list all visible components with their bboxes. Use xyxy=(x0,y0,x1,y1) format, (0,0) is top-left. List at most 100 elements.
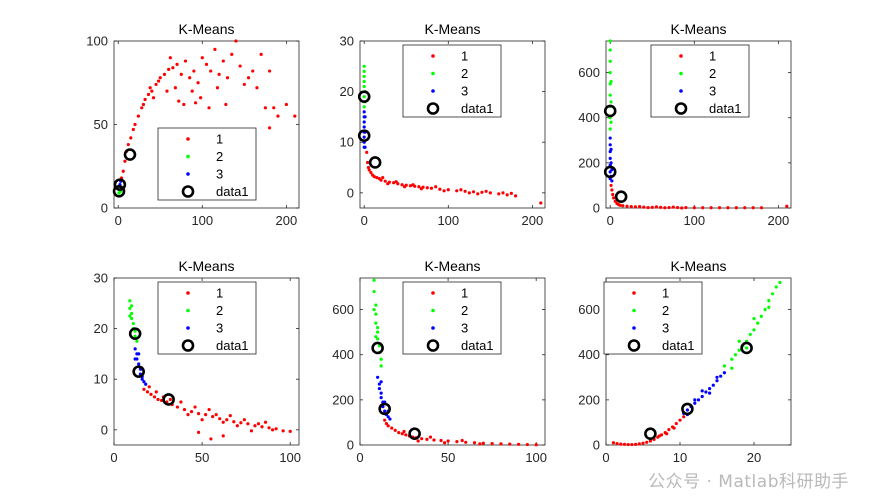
cluster-1-point xyxy=(734,206,738,210)
cluster-1-point xyxy=(232,420,236,424)
subplot-3: K-Means 0 100 200 0 200 400 600 1 2 3 data1 xyxy=(578,21,792,228)
x-tick-label: 10 xyxy=(673,450,687,465)
cluster-1-point xyxy=(645,440,649,444)
cluster-1-point xyxy=(133,122,137,127)
cluster-1-point xyxy=(189,410,194,414)
cluster-1-point xyxy=(165,89,169,93)
y-tick-label: 100 xyxy=(86,34,108,49)
cluster-1-point xyxy=(156,79,161,83)
cluster-1-point xyxy=(650,205,654,209)
cluster-1-point xyxy=(281,429,285,433)
cluster-1-point xyxy=(684,205,688,210)
cluster-2-point xyxy=(362,74,366,79)
cluster-1-point xyxy=(386,424,390,428)
x-tick-label: 0 xyxy=(356,450,363,465)
cluster-1-point xyxy=(408,184,413,188)
cluster-2-point xyxy=(770,292,775,296)
legend-box xyxy=(157,127,257,201)
cluster-1-point xyxy=(682,415,686,419)
cluster-1-point xyxy=(657,434,661,438)
cluster-1-point xyxy=(148,86,152,90)
cluster-1-point xyxy=(484,189,488,193)
cluster-1-point xyxy=(680,206,684,210)
cluster-1-point xyxy=(147,385,151,389)
chart-title: K-Means xyxy=(670,21,726,37)
cluster-1-point xyxy=(425,186,429,190)
cluster-2-point xyxy=(379,357,383,361)
cluster-1-point xyxy=(743,206,747,210)
cluster-1-point xyxy=(239,421,243,425)
cluster-2-point xyxy=(756,321,760,325)
cluster-1-point xyxy=(393,428,397,432)
cluster-2-point xyxy=(376,337,380,341)
y-tick-label: 20 xyxy=(94,321,108,336)
x-tick-label: 0 xyxy=(361,213,368,228)
cluster-1-point xyxy=(717,206,722,210)
y-tick-label: 400 xyxy=(332,347,354,362)
legend-marker-data1 xyxy=(426,102,440,115)
cluster-2-point xyxy=(733,353,738,357)
cluster-1-point xyxy=(217,72,221,76)
cluster-1-point xyxy=(267,69,272,73)
x-tick-label: 0 xyxy=(607,213,614,228)
legend-label: 2 xyxy=(216,149,223,164)
legend-marker-3 xyxy=(632,326,636,330)
cluster-1-point xyxy=(463,189,467,193)
cluster-3-point xyxy=(383,409,387,413)
legend-marker-3 xyxy=(186,326,190,330)
cluster-2-point xyxy=(362,79,366,84)
cluster-1-point xyxy=(367,168,371,172)
cluster-2-point xyxy=(130,316,134,321)
y-tick-label: 10 xyxy=(340,135,354,150)
cluster-1-point xyxy=(397,430,401,435)
cluster-3-point xyxy=(363,115,367,119)
cluster-3-point xyxy=(608,143,612,147)
cluster-2-point xyxy=(730,357,734,361)
cluster-1-point xyxy=(263,420,268,424)
cluster-1-point xyxy=(455,440,459,444)
y-tick-label: 0 xyxy=(101,201,108,216)
cluster-1-point xyxy=(404,433,408,437)
cluster-1-point xyxy=(634,442,638,446)
cluster-2-point xyxy=(376,330,380,334)
legend-marker-1 xyxy=(431,54,435,58)
cluster-3-point xyxy=(362,135,366,139)
cluster-1-point xyxy=(442,189,446,193)
legend-box xyxy=(157,281,257,355)
cluster-1-point xyxy=(256,422,261,426)
y-tick-label: 400 xyxy=(578,110,600,125)
cluster-1-point xyxy=(263,106,267,110)
cluster-2-point xyxy=(362,64,366,68)
cluster-1-point xyxy=(369,170,373,175)
legend-marker-2 xyxy=(679,71,683,76)
legend-marker-3 xyxy=(431,326,435,330)
cluster-1-point xyxy=(446,439,450,443)
cluster-1-point xyxy=(637,442,641,446)
cluster-1-point xyxy=(692,206,696,210)
cluster-3-point xyxy=(377,382,381,386)
cluster-1-point xyxy=(179,72,183,76)
cluster-1-point xyxy=(622,442,627,446)
cluster-1-point xyxy=(667,428,671,432)
subplot-4: K-Means 0 50 100 0 10 20 30 1 2 3 data1 xyxy=(94,258,302,465)
cluster-1-point xyxy=(366,165,371,170)
cluster-1-point xyxy=(439,438,443,443)
cluster-1-point xyxy=(480,190,484,194)
cluster-1-point xyxy=(173,86,177,90)
centroid-marker xyxy=(371,341,384,355)
legend-box xyxy=(402,281,502,355)
cluster-1-point xyxy=(204,62,209,66)
legend-label: 2 xyxy=(709,66,716,81)
legend-label: 3 xyxy=(216,167,223,182)
cluster-1-point xyxy=(274,427,278,431)
y-tick-label: 200 xyxy=(578,392,600,407)
cluster-3-point xyxy=(719,374,723,378)
cluster-1-point xyxy=(188,76,192,80)
cluster-1-point xyxy=(619,442,623,446)
legend-marker-data1 xyxy=(627,339,641,352)
cluster-3-point xyxy=(377,386,381,391)
legend-marker-2 xyxy=(431,71,435,76)
cluster-1-point xyxy=(270,428,275,432)
cluster-1-point xyxy=(200,56,204,60)
x-tick-label: 50 xyxy=(441,450,455,465)
